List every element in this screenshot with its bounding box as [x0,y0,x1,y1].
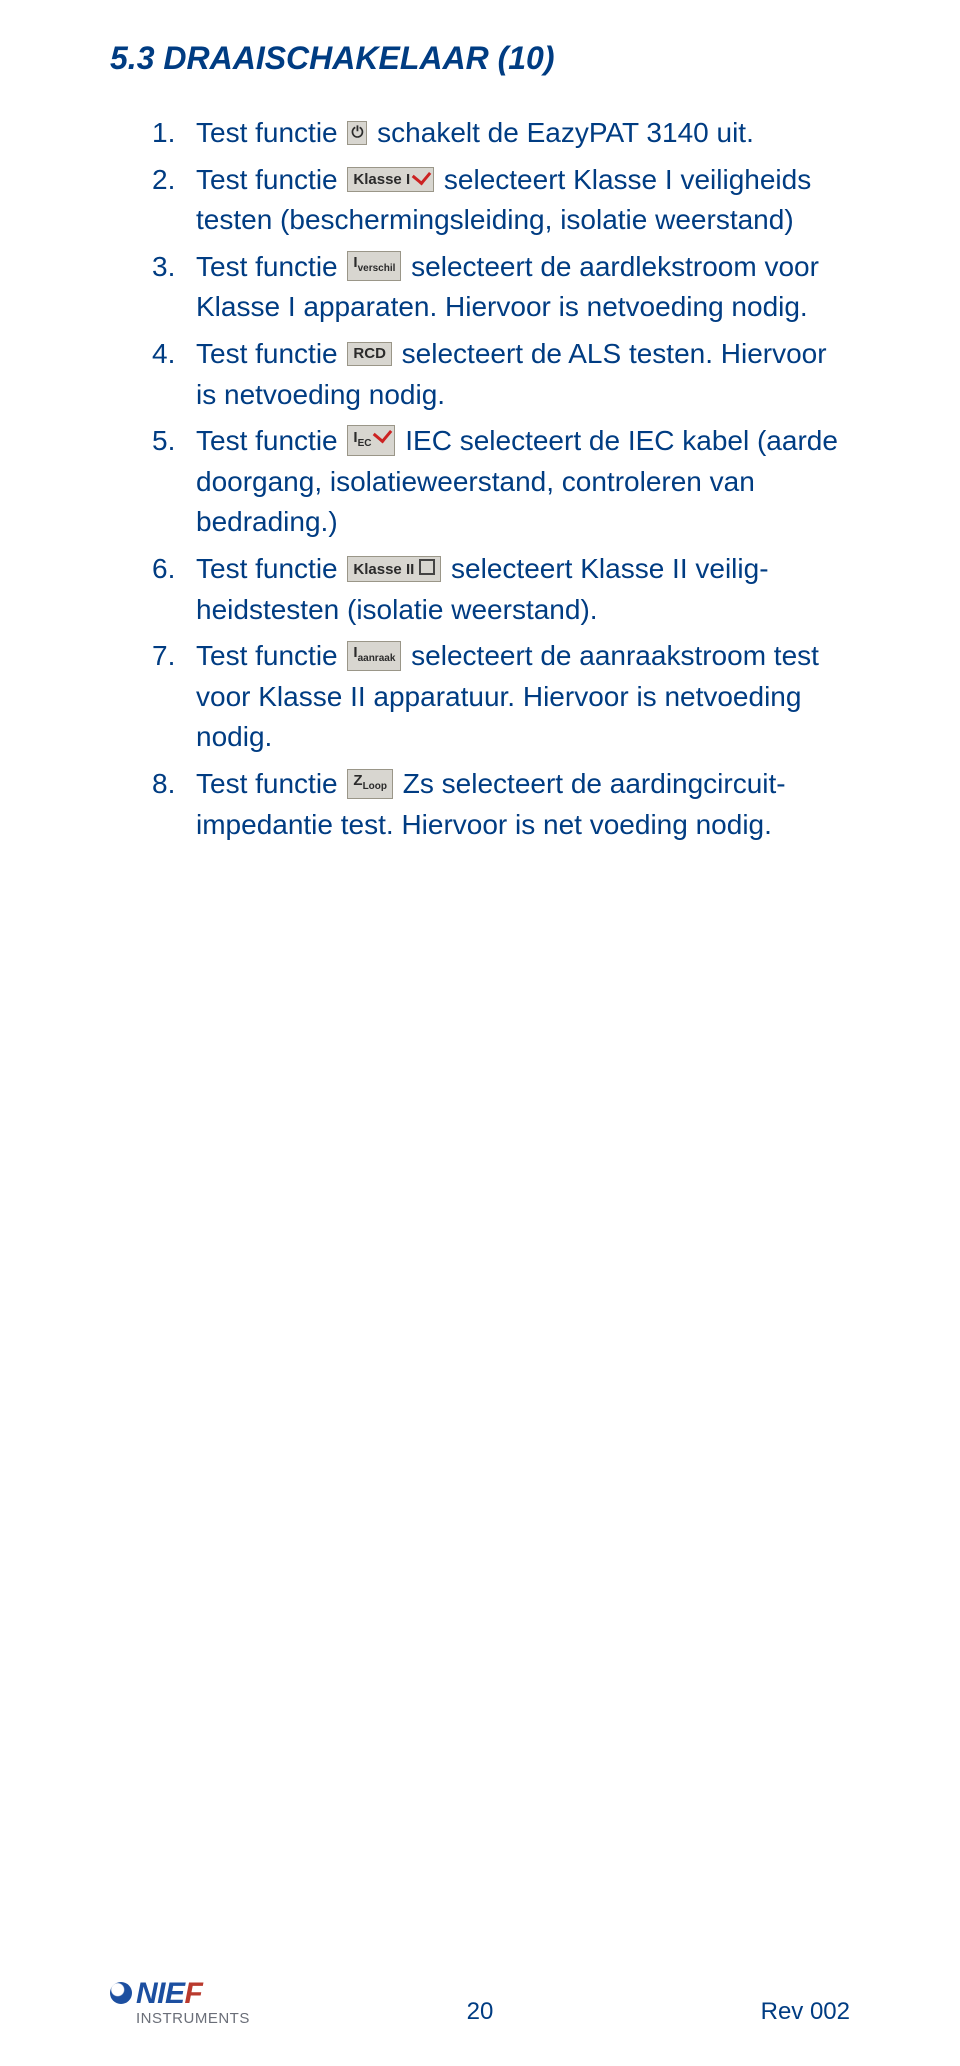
list-number: 7. [152,636,175,677]
numbered-list: 1.Test functie ⏻ schakelt de EazyPAT 314… [110,113,850,845]
logo-text-2: F [185,1977,203,2010]
logo-moon-icon [110,1982,132,2004]
list-number: 3. [152,247,175,288]
list-item: 4.Test functie RCD selecteert de ALS tes… [152,334,850,415]
list-item: 7.Test functie Iaanraak selecteert de aa… [152,636,850,758]
function-icon: Iaanraak [347,641,401,671]
list-number: 8. [152,764,175,805]
function-icon: Klasse II [347,556,441,582]
function-icon: Iverschil [347,251,401,281]
brand-logo: NIEF INSTRUMENTS [110,1979,250,2026]
function-icon: IEC [347,425,395,456]
list-item: 3.Test functie Iverschil selecteert de a… [152,247,850,328]
revision: Rev 002 [761,1998,850,2026]
list-item: 6.Test functie Klasse II selecteert Klas… [152,549,850,630]
list-number: 6. [152,549,175,590]
list-number: 1. [152,113,175,154]
logo-subtext: INSTRUMENTS [136,2011,250,2026]
list-number: 5. [152,421,175,462]
list-item: 2.Test functie Klasse I selecteert Klass… [152,160,850,241]
function-icon: ZLoop [347,769,393,799]
function-icon: ⏻ [347,121,367,145]
list-number: 4. [152,334,175,375]
list-item: 1.Test functie ⏻ schakelt de EazyPAT 314… [152,113,850,154]
list-item: 8.Test functie ZLoop Zs selecteert de aa… [152,764,850,845]
list-item: 5.Test functie IEC IEC selecteert de IEC… [152,421,850,543]
page-number: 20 [467,1998,494,2026]
function-icon: Klasse I [347,167,434,192]
logo-text-1: NIE [136,1977,185,2010]
list-number: 2. [152,160,175,201]
logo-text: NIEF [110,1979,202,2009]
page-footer: NIEF INSTRUMENTS 20 Rev 002 [0,1979,960,2026]
function-icon: RCD [347,342,392,366]
section-heading: 5.3 DRAAISCHAKELAAR (10) [110,40,850,77]
